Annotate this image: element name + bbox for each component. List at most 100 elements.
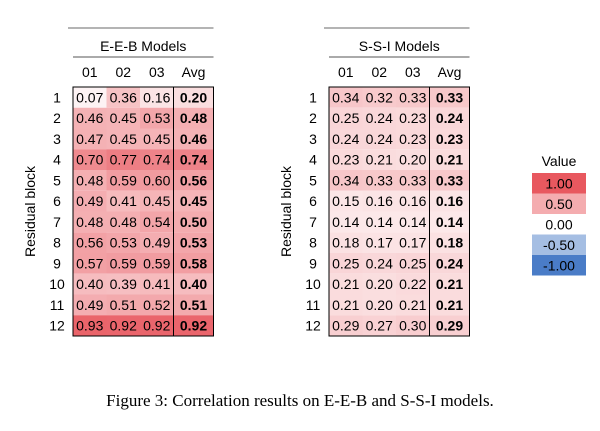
cell-value: 0.24: [366, 131, 393, 147]
column-header: 02: [371, 64, 387, 80]
heatmap-cell: [396, 273, 430, 295]
heatmap-cell: [140, 315, 174, 336]
row-label: 1: [309, 89, 317, 105]
heatmap-cell: [329, 107, 363, 129]
heatmap-cell: [396, 149, 430, 170]
heatmap-cell: [362, 253, 396, 274]
row-label: 10: [305, 276, 321, 292]
heatmap-cell: [362, 294, 396, 316]
heatmap-cell: [329, 128, 363, 150]
y-axis-title: Residual block: [278, 165, 294, 257]
heatmap-title: E-E-B Models: [100, 38, 186, 54]
legend-swatch: [532, 255, 586, 276]
cell-value: 0.23: [399, 110, 426, 126]
row-label: 11: [50, 297, 65, 313]
heatmap-cell: [429, 149, 470, 170]
heatmap-cell: [329, 273, 363, 295]
heatmap-cell: [73, 273, 107, 295]
avg-value: 0.20: [180, 89, 207, 105]
heatmap-border: [328, 86, 470, 337]
row-label: 11: [306, 297, 321, 313]
cell-value: 0.59: [110, 172, 137, 188]
cell-value: 0.49: [76, 297, 103, 313]
heatmap-cell: [106, 253, 140, 274]
cell-value: 0.15: [332, 193, 359, 209]
heatmap-cell: [173, 315, 214, 336]
cell-value: 0.54: [143, 214, 170, 230]
avg-value: 0.29: [436, 318, 463, 334]
legend-label: -0.50: [543, 237, 575, 253]
heatmap-cell: [173, 190, 214, 212]
cell-value: 0.93: [76, 318, 103, 334]
cell-value: 0.22: [399, 276, 426, 292]
row-label: 8: [53, 235, 61, 251]
legend-swatch: [532, 173, 586, 194]
column-header: 01: [82, 64, 98, 80]
avg-value: 0.45: [180, 193, 207, 209]
cell-value: 0.20: [366, 297, 393, 313]
row-label: 12: [49, 318, 65, 334]
heatmap-cell: [106, 294, 140, 316]
heatmap-cell: [429, 211, 470, 233]
heatmap-cell: [140, 294, 174, 316]
avg-value: 0.21: [436, 297, 463, 313]
cell-value: 0.74: [143, 152, 170, 168]
heatmap-cell: [106, 128, 140, 150]
heatmap-cell: [140, 190, 174, 212]
row-label: 4: [309, 152, 317, 168]
cell-value: 0.92: [110, 318, 137, 334]
row-label: 6: [53, 193, 61, 209]
heatmap-cell: [106, 232, 140, 253]
avg-value: 0.48: [180, 110, 207, 126]
heatmap-cell: [329, 170, 363, 191]
legend-label: 0.00: [545, 216, 572, 232]
heatmap-cell: [396, 170, 430, 191]
cell-value: 0.48: [76, 172, 103, 188]
legend-label: 1.00: [545, 175, 572, 191]
heatmap-cell: [140, 211, 174, 233]
cell-value: 0.18: [332, 235, 359, 251]
cell-value: 0.34: [332, 89, 359, 105]
cell-value: 0.21: [399, 297, 426, 313]
cell-value: 0.46: [76, 110, 103, 126]
heatmap-cell: [106, 211, 140, 233]
cell-value: 0.24: [366, 110, 393, 126]
heatmap-cell: [396, 128, 430, 150]
cell-value: 0.52: [143, 297, 170, 313]
row-label: 6: [309, 193, 317, 209]
column-header: Avg: [182, 64, 206, 80]
heatmap-cell: [140, 128, 174, 150]
heatmap-cell: [362, 190, 396, 212]
heatmap-cell: [429, 315, 470, 336]
heatmap-cell: [429, 107, 470, 129]
heatmap-cell: [362, 128, 396, 150]
heatmap-cell: [73, 253, 107, 274]
cell-value: 0.33: [399, 172, 426, 188]
heatmap-cell: [362, 87, 396, 108]
cell-value: 0.07: [76, 89, 103, 105]
row-label: 4: [53, 152, 61, 168]
heatmap-cell: [73, 232, 107, 253]
heatmap-border: [72, 86, 214, 337]
heatmap-cell: [140, 87, 174, 108]
heatmap-cell: [106, 87, 140, 108]
heatmap-cell: [429, 170, 470, 191]
cell-value: 0.60: [143, 172, 170, 188]
row-label: 8: [309, 235, 317, 251]
row-label: 5: [53, 172, 61, 188]
avg-value: 0.50: [180, 214, 207, 230]
y-axis-title: Residual block: [22, 165, 38, 257]
cell-value: 0.21: [332, 276, 359, 292]
heatmap-cell: [106, 273, 140, 295]
legend-swatch: [532, 214, 586, 235]
heatmap-cell: [173, 232, 214, 253]
heatmap-cell: [396, 107, 430, 129]
heatmap-cell: [329, 211, 363, 233]
heatmap-cell: [73, 128, 107, 150]
legend-label: -1.00: [543, 257, 575, 273]
cell-value: 0.21: [366, 152, 393, 168]
avg-value: 0.40: [180, 276, 207, 292]
column-header: 01: [338, 64, 354, 80]
avg-value: 0.51: [180, 297, 207, 313]
